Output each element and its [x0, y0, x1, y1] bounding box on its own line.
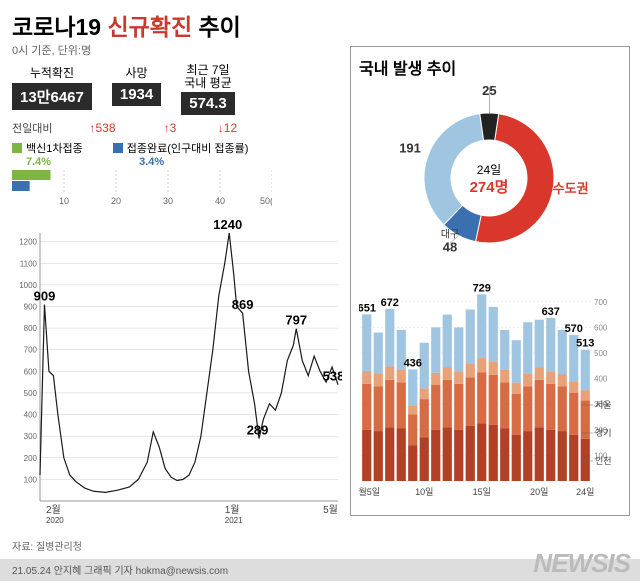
svg-text:191: 191 — [399, 140, 421, 155]
newsis-logo: NEWSIS — [533, 548, 630, 579]
svg-text:24일: 24일 — [576, 487, 594, 497]
svg-text:1200: 1200 — [19, 238, 37, 247]
svg-text:900: 900 — [24, 303, 38, 312]
svg-text:40: 40 — [215, 196, 225, 206]
delta-row-label: 전일대비 — [12, 120, 52, 136]
svg-text:해외유입: 해외유입 — [471, 83, 508, 84]
avg7-value: 574.3 — [181, 92, 235, 115]
svg-text:729: 729 — [473, 282, 491, 294]
domestic-panel: 국내 발생 추이 수도권48대구19125해외유입24일274명 1002003… — [350, 46, 630, 516]
svg-text:5월: 5월 — [323, 504, 338, 516]
svg-text:500: 500 — [594, 349, 608, 358]
svg-text:24일: 24일 — [477, 163, 501, 177]
main-title: 코로나19 신규확진 추이 — [0, 0, 640, 42]
swatch-done — [113, 143, 123, 153]
svg-text:2월: 2월 — [46, 504, 61, 516]
cumulative-delta: ↑538 — [72, 121, 132, 135]
svg-text:637: 637 — [542, 306, 560, 318]
deaths-delta: ↑3 — [152, 121, 187, 135]
deaths-label: 사망 — [112, 64, 161, 81]
svg-text:인천: 인천 — [595, 456, 612, 466]
deaths-value: 1934 — [112, 83, 161, 106]
svg-text:400: 400 — [594, 375, 608, 384]
avg7-label: 최근 7일국내 평균 — [181, 64, 235, 90]
domestic-title: 국내 발생 추이 — [359, 55, 621, 79]
svg-text:20: 20 — [111, 196, 121, 206]
done-pct: 3.4% — [139, 156, 164, 168]
donut-chart: 수도권48대구19125해외유입24일274명 — [359, 83, 621, 263]
svg-text:서울: 서울 — [595, 400, 612, 410]
svg-text:15일: 15일 — [473, 487, 491, 497]
svg-text:500: 500 — [24, 389, 38, 398]
svg-text:10일: 10일 — [415, 487, 433, 497]
svg-text:10: 10 — [59, 196, 69, 206]
svg-text:2021: 2021 — [225, 516, 243, 525]
svg-text:600: 600 — [594, 323, 608, 332]
svg-text:경기: 경기 — [595, 427, 612, 438]
svg-text:48: 48 — [443, 239, 457, 254]
svg-text:700: 700 — [594, 298, 608, 307]
source-text: 자료: 질병관리청 — [12, 538, 82, 553]
svg-text:300: 300 — [24, 433, 38, 442]
svg-text:436: 436 — [404, 357, 422, 369]
svg-text:400: 400 — [24, 411, 38, 420]
svg-text:672: 672 — [381, 297, 399, 309]
credit-text: 21.05.24 안지혜 그래픽 기자 hokma@newsis.com — [12, 562, 228, 577]
cumulative-label: 누적확진 — [12, 64, 92, 81]
svg-text:50(%): 50(%) — [260, 196, 272, 206]
svg-text:600: 600 — [24, 368, 38, 377]
avg7-delta: ↓12 — [207, 121, 247, 135]
svg-text:200: 200 — [24, 454, 38, 463]
svg-text:20일: 20일 — [530, 487, 548, 497]
svg-text:800: 800 — [24, 324, 38, 333]
svg-text:869: 869 — [232, 298, 254, 313]
svg-text:289: 289 — [247, 423, 269, 438]
cumulative-value: 13만6467 — [12, 83, 92, 110]
svg-text:대구: 대구 — [441, 228, 459, 240]
svg-text:2020: 2020 — [46, 516, 64, 525]
stacked-bar-chart: 1002003004005006007006516724367296375705… — [359, 271, 621, 511]
svg-text:651: 651 — [359, 302, 376, 314]
svg-text:538: 538 — [323, 369, 342, 384]
svg-text:1240: 1240 — [213, 219, 242, 232]
svg-text:100: 100 — [24, 476, 38, 485]
svg-text:1100: 1100 — [20, 260, 38, 269]
svg-text:30: 30 — [163, 196, 173, 206]
first-dose-pct: 7.4% — [26, 156, 51, 168]
svg-text:909: 909 — [34, 289, 56, 304]
svg-text:570: 570 — [565, 323, 583, 335]
swatch-first-dose — [12, 143, 22, 153]
svg-text:274명: 274명 — [470, 178, 509, 196]
svg-text:수도권: 수도권 — [553, 181, 589, 196]
svg-text:700: 700 — [24, 346, 38, 355]
svg-text:1월: 1월 — [225, 504, 240, 516]
svg-text:513: 513 — [576, 338, 594, 350]
svg-text:5월5일: 5월5일 — [359, 486, 380, 497]
svg-text:797: 797 — [285, 313, 307, 328]
